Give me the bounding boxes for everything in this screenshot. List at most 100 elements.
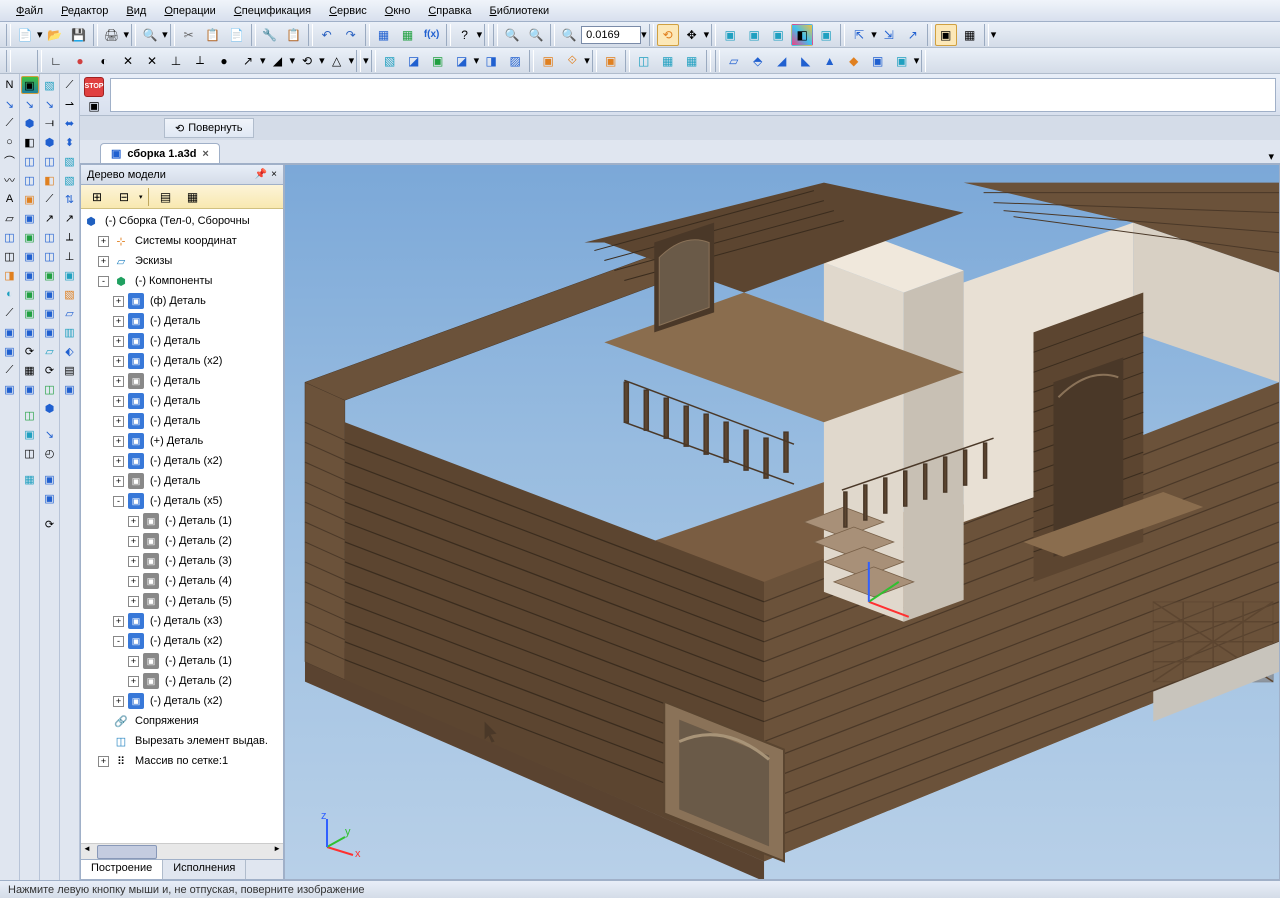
vt90-button[interactable]: ▣ [61, 266, 79, 284]
zoom-in-button[interactable]: 🔍 [525, 24, 547, 46]
snap7-button[interactable]: ⟂ [189, 50, 211, 72]
vt55-button[interactable]: ◧ [41, 171, 59, 189]
preview-button[interactable]: 🔍 [139, 24, 161, 46]
view1-button[interactable]: ▣ [719, 24, 741, 46]
vt85-button[interactable]: ▧ [61, 171, 79, 189]
tree-node[interactable]: +▣(-) Деталь (2) [83, 531, 281, 551]
snap6-button[interactable]: ⊥ [165, 50, 187, 72]
tree-node[interactable]: +▣(-) Деталь (1) [83, 511, 281, 531]
paste-button[interactable]: 📄 [226, 24, 248, 46]
cut-button[interactable]: ✂ [178, 24, 200, 46]
tree-expand-button[interactable]: + [113, 356, 124, 367]
doc-tab[interactable]: ▣ сборка 1.a3d × [100, 143, 220, 163]
vt54-button[interactable]: ◫ [41, 152, 59, 170]
op3-button[interactable]: ▣ [427, 50, 449, 72]
snap8-button[interactable]: ● [213, 50, 235, 72]
op10-button[interactable]: ◫ [633, 50, 655, 72]
tree-node[interactable]: +▣(-) Деталь (3) [83, 551, 281, 571]
tree-expand-button[interactable]: + [98, 236, 109, 247]
vt3-button[interactable]: ⟋ [1, 114, 19, 132]
tree-node[interactable]: +▣(-) Деталь (4) [83, 571, 281, 591]
op11-button[interactable]: ▦ [657, 50, 679, 72]
tree-node[interactable]: +▣(-) Деталь [83, 391, 281, 411]
vt33-button[interactable]: ▣ [21, 323, 39, 341]
vt38-button[interactable]: ▣ [21, 425, 39, 443]
snap2-button[interactable]: ● [69, 50, 91, 72]
tree-expand-button[interactable]: - [113, 496, 124, 507]
tree-expand-button[interactable]: + [113, 376, 124, 387]
tree-expand-button[interactable]: + [113, 616, 124, 627]
snap1-button[interactable]: ∟ [45, 50, 67, 72]
vt72-button[interactable]: ⟳ [41, 515, 59, 533]
plane6-button[interactable]: ◆ [843, 50, 865, 72]
tree-node[interactable]: +▣(-) Деталь (2) [83, 671, 281, 691]
op8-button[interactable]: ⟐ [561, 50, 583, 72]
tree-node[interactable]: +▣(ф) Деталь [83, 291, 281, 311]
vt56-button[interactable]: ⟋ [41, 190, 59, 208]
rotate-button[interactable]: ⟲ [657, 24, 679, 46]
cmd-icon[interactable]: ▣ [85, 99, 103, 113]
tool-a3-button[interactable]: ↗ [902, 24, 924, 46]
vt35-button[interactable]: ▦ [21, 361, 39, 379]
vt22-button[interactable]: ⬢ [21, 114, 39, 132]
tab-menu-button[interactable]: ▾ [1262, 150, 1280, 163]
op9-button[interactable]: ▣ [600, 50, 622, 72]
tree-tab-exec[interactable]: Исполнения [163, 860, 246, 879]
vt81-button[interactable]: ⇀ [61, 95, 79, 113]
vt16-button[interactable]: ⟋ [1, 361, 19, 379]
zoom-fit-button[interactable]: 🔍 [558, 24, 580, 46]
vt87-button[interactable]: ↗ [61, 209, 79, 227]
vt84-button[interactable]: ▧ [61, 152, 79, 170]
tree-expand-button[interactable]: + [128, 516, 139, 527]
vt8-button[interactable]: ▱ [1, 209, 19, 227]
op12-button[interactable]: ▦ [681, 50, 703, 72]
tree-expand-button[interactable]: + [113, 296, 124, 307]
vt10-button[interactable]: ◫ [1, 247, 19, 265]
vt50-button[interactable]: ▧ [41, 76, 59, 94]
vt26-button[interactable]: ▣ [21, 190, 39, 208]
vt36-button[interactable]: ▣ [21, 380, 39, 398]
vt58-button[interactable]: ◫ [41, 228, 59, 246]
tree-node[interactable]: +▣(-) Деталь (x2) [83, 451, 281, 471]
stop-button[interactable]: STOP [84, 77, 104, 97]
tree-node[interactable]: 🔗Сопряжения [83, 711, 281, 731]
tree-expand-button[interactable]: + [113, 436, 124, 447]
print-button[interactable]: 🖨 [101, 24, 123, 46]
open-button[interactable]: 📂 [44, 24, 66, 46]
save-button[interactable]: 💾 [68, 24, 90, 46]
tool-a5-button[interactable]: ▦ [959, 24, 981, 46]
copy-button[interactable]: 📋 [202, 24, 224, 46]
tree-node[interactable]: +▣(-) Деталь [83, 371, 281, 391]
tree-node[interactable]: -▣(-) Деталь (x2) [83, 631, 281, 651]
vt62-button[interactable]: ▣ [41, 304, 59, 322]
menu-вид[interactable]: Вид [118, 3, 154, 19]
redo-button[interactable]: ↷ [340, 24, 362, 46]
vt39-button[interactable]: ◫ [21, 444, 39, 462]
tree-expand-button[interactable]: + [98, 756, 109, 767]
menu-спецификация[interactable]: Спецификация [226, 3, 319, 19]
tree-node[interactable]: +▱Эскизы [83, 251, 281, 271]
fx-button[interactable]: f(x) [421, 24, 443, 46]
vt32-button[interactable]: ▣ [21, 304, 39, 322]
vt17-button[interactable]: ▣ [1, 380, 19, 398]
tree-expand-button[interactable]: + [113, 396, 124, 407]
vt13-button[interactable]: ⟋ [1, 304, 19, 322]
vt37-button[interactable]: ◫ [21, 406, 39, 424]
vt23-button[interactable]: ◧ [21, 133, 39, 151]
vt88-button[interactable]: ⟂ [61, 228, 79, 246]
vt9-button[interactable]: ◫ [1, 228, 19, 246]
vt93-button[interactable]: ▥ [61, 323, 79, 341]
menu-редактор[interactable]: Редактор [53, 3, 116, 19]
vt11-button[interactable]: ◨ [1, 266, 19, 284]
op7-button[interactable]: ▣ [537, 50, 559, 72]
snap11-button[interactable]: ⟲ [296, 50, 318, 72]
tree-node[interactable]: +⠿Массив по сетке:1 [83, 751, 281, 771]
tree-btn4[interactable]: ▦ [182, 186, 204, 208]
view3-button[interactable]: ▣ [767, 24, 789, 46]
plane4-button[interactable]: ◣ [795, 50, 817, 72]
tree-node[interactable]: +▣(+) Деталь [83, 431, 281, 451]
vt65-button[interactable]: ⟳ [41, 361, 59, 379]
tree-expand-button[interactable]: + [98, 256, 109, 267]
vt67-button[interactable]: ⬢ [41, 399, 59, 417]
vt82-button[interactable]: ⬌ [61, 114, 79, 132]
